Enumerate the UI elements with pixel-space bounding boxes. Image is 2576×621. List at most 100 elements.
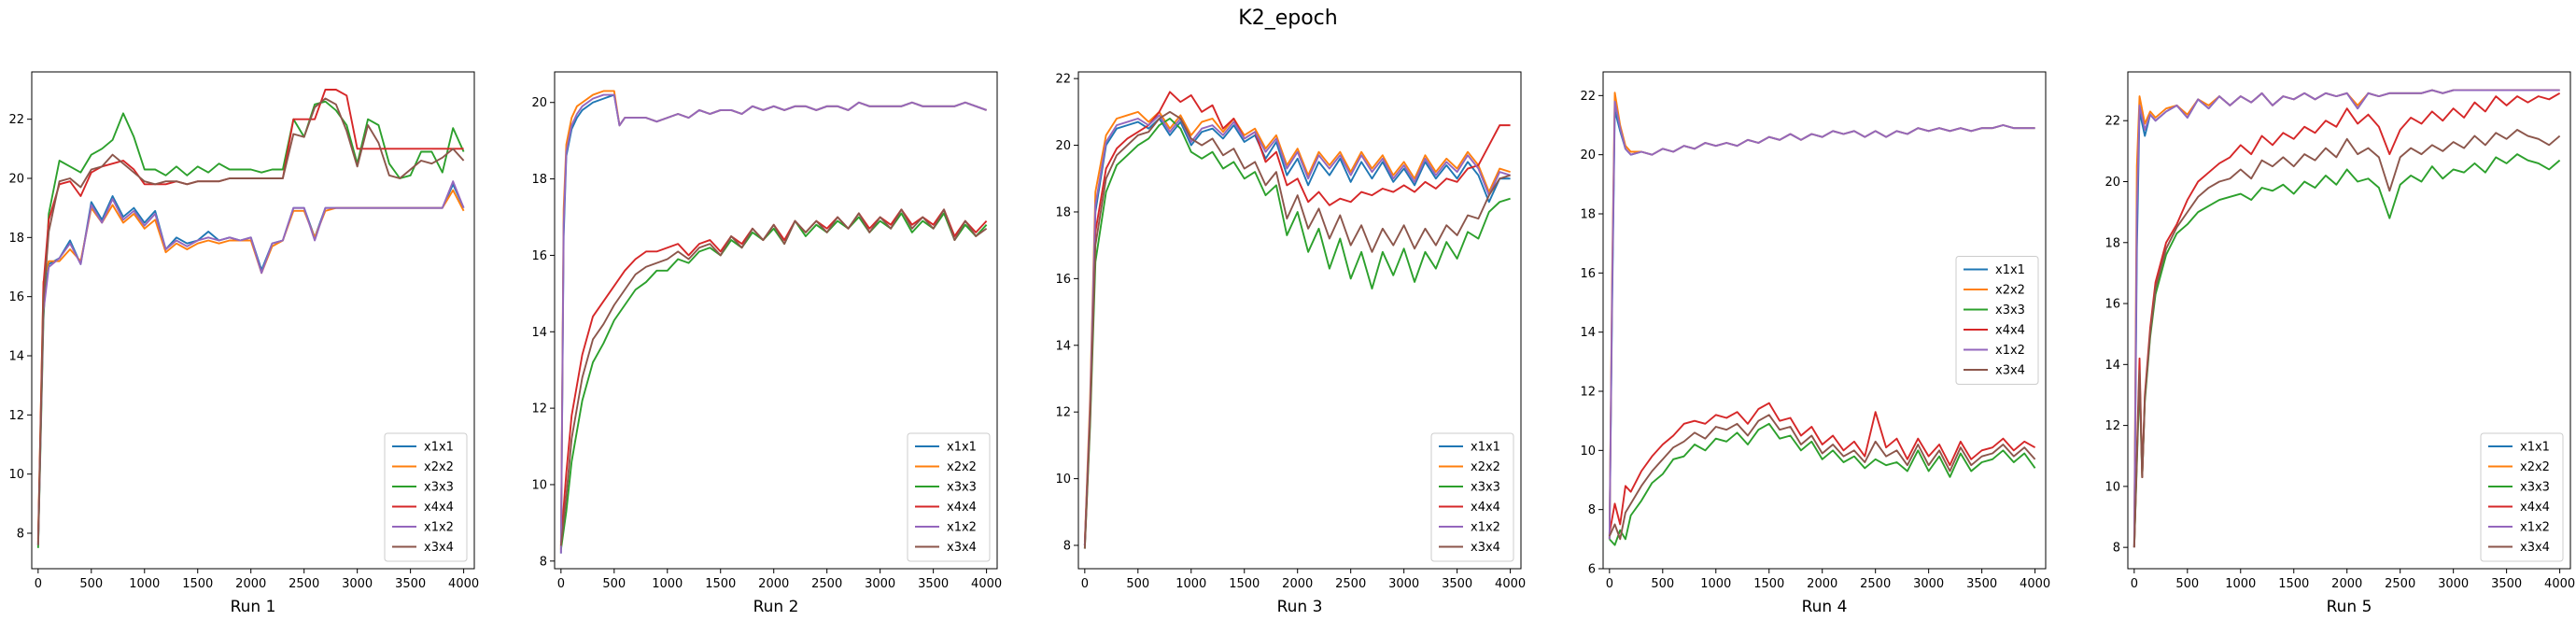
series-line-x1x2 bbox=[36, 180, 465, 545]
legend-label-x1x1: x1x1 bbox=[947, 441, 977, 455]
x-axis-label: Run 2 bbox=[753, 598, 799, 616]
x-tick-label: 4000 bbox=[2544, 577, 2575, 591]
axes-frame bbox=[1077, 71, 1522, 570]
series-line-x3x4 bbox=[2133, 129, 2561, 548]
y-tick-label: 14 bbox=[531, 326, 547, 340]
x-tick-label: 3000 bbox=[865, 577, 895, 591]
series-line-x4x4 bbox=[1608, 402, 2036, 534]
series-line-x3x4 bbox=[1608, 414, 2036, 541]
x-tick-label: 2000 bbox=[1807, 577, 1837, 591]
legend-label-x3x3: x3x3 bbox=[1471, 481, 1500, 495]
y-tick-label: 18 bbox=[531, 173, 547, 187]
legend-label-x1x2: x1x2 bbox=[2520, 521, 2550, 535]
legend-label-x2x2: x2x2 bbox=[1471, 460, 1500, 474]
y-tick-label: 12 bbox=[531, 402, 547, 416]
legend-box bbox=[1430, 432, 1514, 562]
x-tick-label: 1000 bbox=[129, 577, 160, 591]
x-tick-label: 2000 bbox=[758, 577, 789, 591]
series-line-x1x2 bbox=[1083, 114, 1511, 546]
x-tick-label: 2000 bbox=[2331, 577, 2362, 591]
x-tick-label: 2500 bbox=[1335, 577, 1366, 591]
y-tick-label: 10 bbox=[1580, 445, 1596, 459]
y-tick-label: 12 bbox=[2104, 419, 2120, 433]
series-line-x3x4 bbox=[1083, 110, 1511, 549]
x-tick-label: 1500 bbox=[1753, 577, 1784, 591]
series-line-x2x2 bbox=[1083, 110, 1511, 543]
x-tick-label: 0 bbox=[2131, 577, 2138, 591]
y-tick-label: 20 bbox=[1055, 139, 1071, 153]
legend-label-x3x4: x3x4 bbox=[424, 541, 454, 555]
x-tick-label: 500 bbox=[1126, 577, 1149, 591]
y-tick-label: 10 bbox=[1055, 473, 1071, 487]
x-tick-label: 1000 bbox=[1175, 577, 1206, 591]
x-tick-label: 1000 bbox=[1700, 577, 1731, 591]
y-tick-label: 12 bbox=[1055, 406, 1071, 420]
legend-label-x1x1: x1x1 bbox=[1471, 441, 1500, 455]
figure-title: K2_epoch bbox=[1238, 7, 1337, 30]
y-tick-label: 18 bbox=[1580, 208, 1596, 222]
legend: x1x1 x2x2 x3x3 x4x4 x1x2 x3x4 bbox=[1955, 256, 2039, 385]
chart-panel-1: 0 500 1000 1500 2000 2500 3000 3500 4000 8 10 12 14 1… bbox=[8, 71, 479, 616]
legend-label-x4x4: x4x4 bbox=[1995, 324, 2025, 338]
y-tick-label: 12 bbox=[8, 409, 24, 423]
x-tick-label: 1000 bbox=[2225, 577, 2256, 591]
legend-label-x4x4: x4x4 bbox=[424, 501, 454, 515]
x-tick-label: 500 bbox=[602, 577, 626, 591]
x-tick-label: 1500 bbox=[1229, 577, 1260, 591]
y-tick-label: 20 bbox=[8, 173, 24, 187]
legend-label-x3x3: x3x3 bbox=[947, 481, 977, 495]
legend: x1x1 x2x2 x3x3 x4x4 x1x2 x3x4 bbox=[2480, 432, 2564, 562]
x-tick-label: 4000 bbox=[448, 577, 479, 591]
x-tick-label: 500 bbox=[79, 577, 103, 591]
y-tick-label: 6 bbox=[1588, 563, 1596, 577]
x-tick-label: 3500 bbox=[1966, 577, 1997, 591]
x-axis-label: Run 4 bbox=[1802, 598, 1848, 616]
legend-label-x3x3: x3x3 bbox=[2520, 481, 2550, 495]
series-line-x3x3 bbox=[2133, 153, 2561, 548]
y-tick-label: 16 bbox=[8, 290, 24, 304]
series-line-x3x3 bbox=[559, 212, 988, 550]
y-tick-label: 20 bbox=[2104, 176, 2120, 190]
y-tick-label: 22 bbox=[8, 113, 24, 127]
x-tick-label: 3000 bbox=[342, 577, 373, 591]
x-tick-label: 2500 bbox=[811, 577, 842, 591]
legend-label-x2x2: x2x2 bbox=[1995, 284, 2025, 298]
y-tick-label: 14 bbox=[8, 350, 24, 364]
legend-label-x2x2: x2x2 bbox=[2520, 460, 2550, 474]
legend-label-x3x4: x3x4 bbox=[2520, 541, 2550, 555]
legend-box bbox=[907, 432, 991, 562]
y-tick-label: 14 bbox=[2104, 359, 2120, 373]
x-tick-label: 0 bbox=[557, 577, 565, 591]
x-tick-label: 500 bbox=[2175, 577, 2199, 591]
legend-label-x3x3: x3x3 bbox=[1995, 303, 2025, 318]
y-tick-label: 10 bbox=[2104, 480, 2120, 494]
legend-label-x3x4: x3x4 bbox=[1471, 541, 1500, 555]
y-tick-label: 10 bbox=[531, 478, 547, 492]
legend-label-x1x1: x1x1 bbox=[2520, 441, 2550, 455]
legend-label-x1x2: x1x2 bbox=[1995, 344, 2025, 358]
chart-panel-3: 0 500 1000 1500 2000 2500 3000 3500 4000 8 10 12 14 1… bbox=[1055, 71, 1526, 616]
x-tick-label: 3000 bbox=[1913, 577, 1944, 591]
y-tick-label: 16 bbox=[1580, 267, 1596, 281]
series-line-x3x3 bbox=[36, 100, 465, 548]
y-tick-label: 8 bbox=[1063, 540, 1071, 554]
legend-label-x2x2: x2x2 bbox=[947, 460, 977, 474]
y-tick-label: 22 bbox=[2104, 115, 2120, 129]
x-tick-label: 4000 bbox=[971, 577, 1002, 591]
axes-frame bbox=[2127, 71, 2571, 570]
y-tick-label: 18 bbox=[2104, 236, 2120, 250]
x-tick-label: 0 bbox=[1081, 577, 1089, 591]
x-tick-label: 2000 bbox=[235, 577, 266, 591]
axes-frame bbox=[1602, 71, 2047, 570]
legend: x1x1 x2x2 x3x3 x4x4 x1x2 x3x4 bbox=[907, 432, 991, 562]
x-tick-label: 2500 bbox=[2385, 577, 2415, 591]
x-tick-label: 1500 bbox=[705, 577, 736, 591]
x-tick-label: 3500 bbox=[1442, 577, 1472, 591]
legend-label-x4x4: x4x4 bbox=[1471, 501, 1500, 515]
chart-panels: 0 500 1000 1500 2000 2500 3000 3500 400081012141… bbox=[8, 71, 2575, 616]
legend-box bbox=[384, 432, 468, 562]
y-tick-label: 8 bbox=[2113, 542, 2120, 556]
chart-panel-4: 0 500 1000 1500 2000 2500 3000 3500 4000 6 8 10 12 14… bbox=[1580, 71, 2050, 616]
x-tick-label: 1000 bbox=[652, 577, 683, 591]
